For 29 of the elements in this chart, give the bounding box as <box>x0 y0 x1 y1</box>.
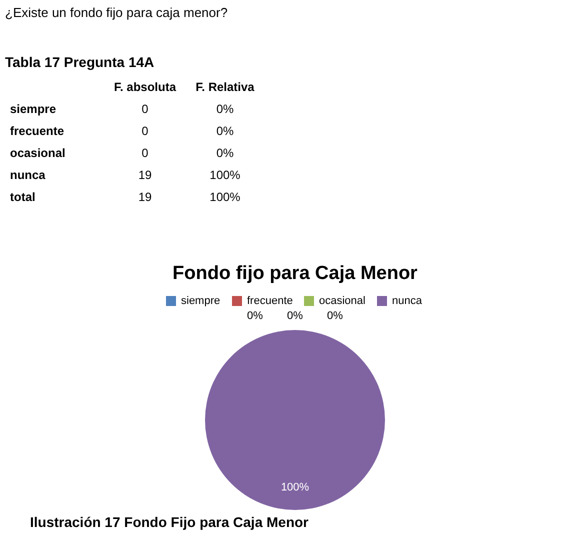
text: Ilustración 17 Fondo Fijo para Caja Menor <box>30 514 310 530</box>
text: 0 <box>142 124 149 138</box>
legend-label: siempre <box>181 295 220 307</box>
text: F. absoluta <box>114 80 176 94</box>
text: 0% <box>216 124 234 138</box>
text: 0% <box>216 146 234 160</box>
legend-label: nunca <box>392 295 423 307</box>
text: 0 <box>142 102 149 116</box>
text: Tabla 17 Pregunta 14A <box>5 54 154 70</box>
legend-label: ocasional <box>319 295 366 307</box>
text: 0% <box>327 310 343 322</box>
chart-title: Fondo fijo para Caja Menor <box>172 263 418 284</box>
text: total <box>10 190 36 204</box>
text: siempre <box>10 102 56 116</box>
text: F. Relativa <box>196 80 255 94</box>
text: 19 <box>138 190 152 204</box>
text: ocasional <box>10 146 66 160</box>
legend-label: frecuente <box>247 295 293 307</box>
text: 0% <box>287 310 303 322</box>
text: nunca <box>10 168 46 182</box>
text: ¿Existe un fondo fijo para caja menor? <box>5 5 228 20</box>
text: frecuente <box>10 124 64 138</box>
text: 19 <box>138 168 152 182</box>
data-label: 100% <box>280 482 310 494</box>
text: 0% <box>216 102 234 116</box>
text: 0% <box>247 310 263 322</box>
text: 100% <box>210 168 241 182</box>
text: 0 <box>142 146 149 160</box>
text: 100% <box>210 190 241 204</box>
